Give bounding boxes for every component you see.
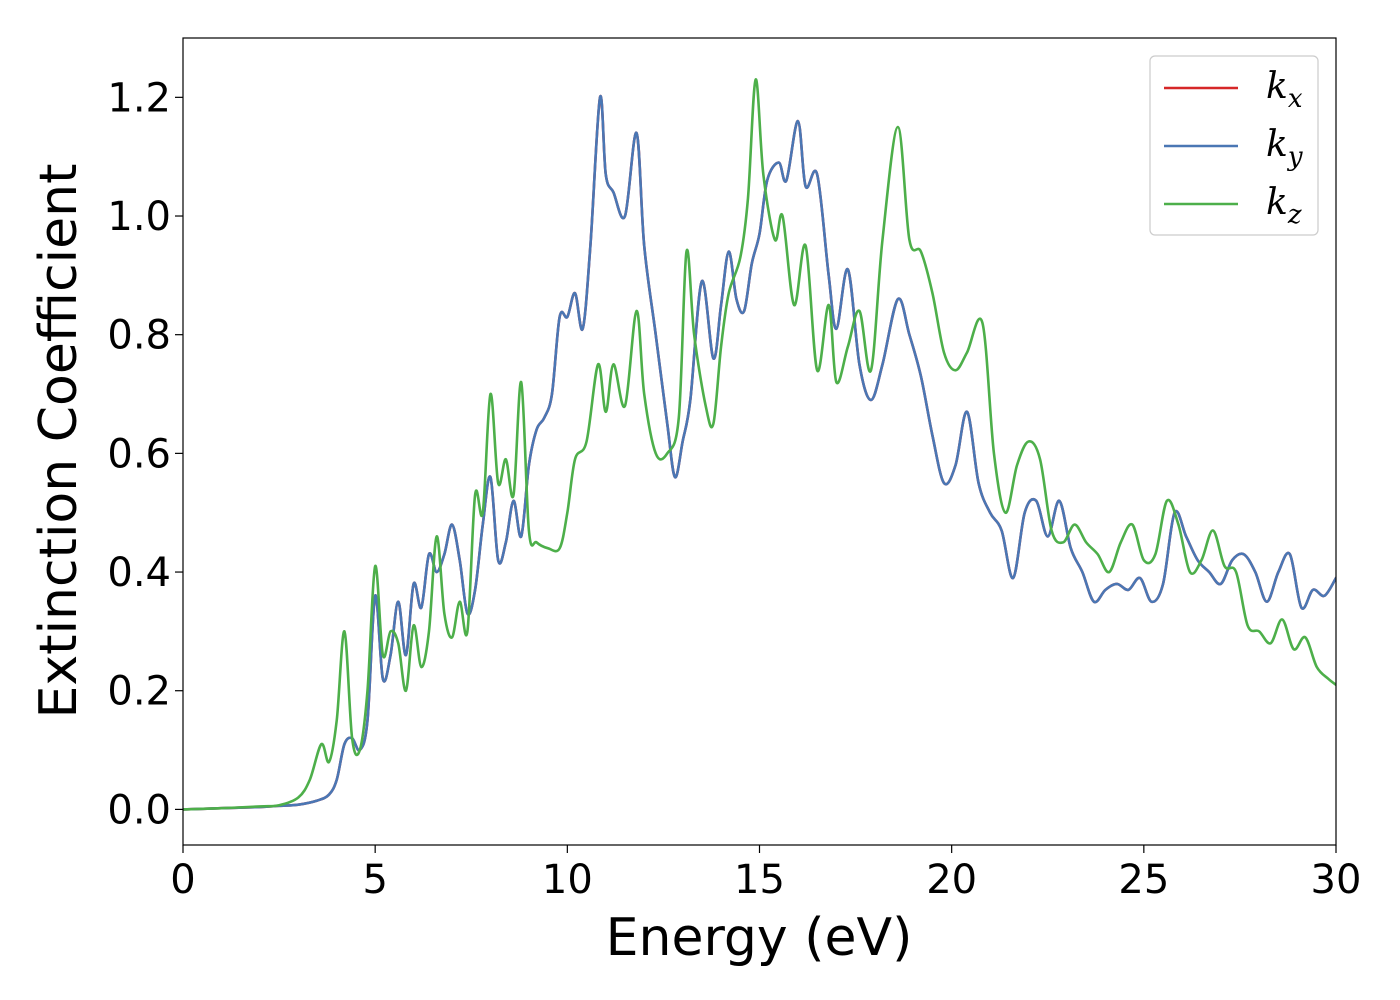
legend-label-kz: kz — [1266, 182, 1302, 230]
series-layer — [183, 78, 1336, 811]
x-tick-label: 15 — [734, 857, 785, 903]
y-tick-label: 0.8 — [107, 313, 171, 359]
x-tick-label: 20 — [926, 857, 977, 903]
x-axis-label: Energy (eV) — [606, 908, 913, 968]
y-tick-label: 0.0 — [107, 787, 171, 833]
y-axis-ticks: 0.0 0.2 0.4 0.6 0.8 1.0 1.2 — [107, 75, 183, 833]
plot-area — [183, 38, 1336, 845]
x-tick-label: 0 — [170, 857, 195, 903]
y-tick-label: 0.4 — [107, 550, 171, 596]
y-tick-label: 1.0 — [107, 194, 171, 240]
legend-label-kx: kx — [1266, 66, 1303, 114]
x-axis-ticks: 0 5 10 15 20 25 30 — [170, 845, 1361, 903]
legend: kx ky kz — [1149, 55, 1319, 236]
x-tick-label: 25 — [1118, 857, 1169, 903]
y-axis-label: Extinction Coefficient — [29, 164, 89, 719]
series-line-ky — [183, 94, 1336, 811]
x-tick-label: 30 — [1311, 857, 1362, 903]
series-line-kz — [183, 78, 1336, 811]
y-tick-label: 0.6 — [107, 431, 171, 477]
y-tick-label: 1.2 — [107, 75, 171, 121]
x-tick-label: 5 — [362, 857, 387, 903]
legend-label-ky: ky — [1266, 124, 1303, 172]
x-tick-label: 10 — [542, 857, 593, 903]
y-tick-label: 0.2 — [107, 669, 171, 715]
